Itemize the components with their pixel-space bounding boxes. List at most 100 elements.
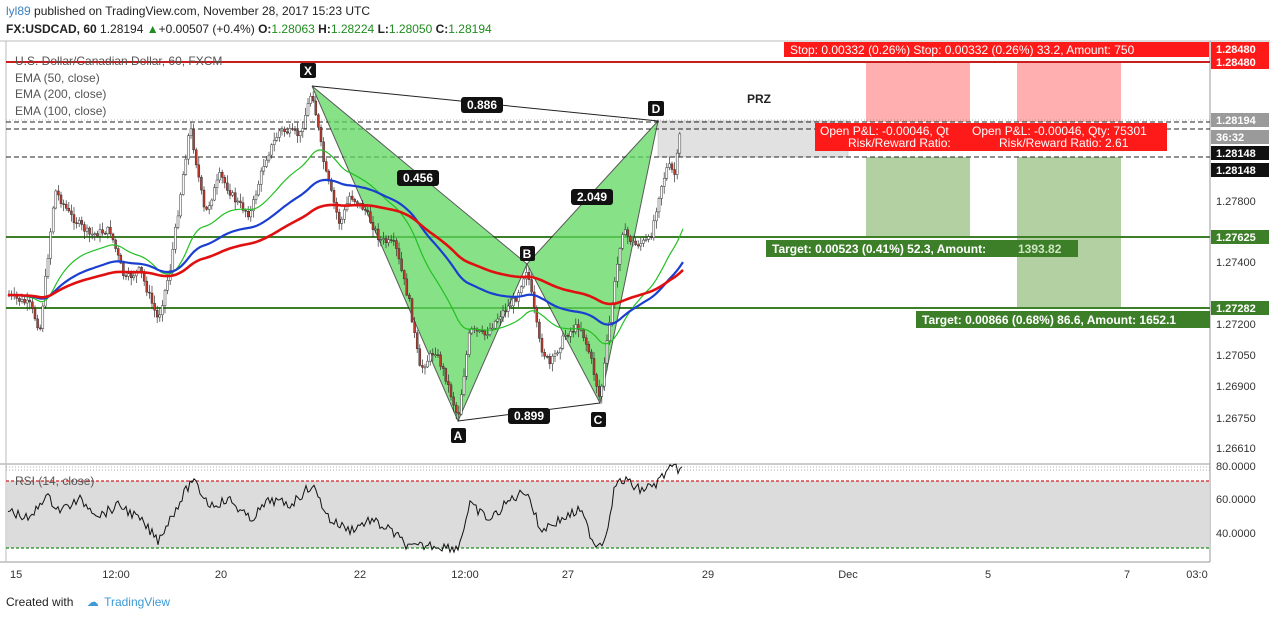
candle-body	[127, 273, 130, 277]
candle-body	[257, 184, 260, 196]
candle-body	[439, 354, 442, 367]
candle-body	[252, 199, 255, 212]
price-change: +0.00507 (+0.4%)	[158, 22, 255, 36]
point-b-label: B	[520, 246, 535, 261]
candle-body	[597, 385, 601, 397]
candle-body	[124, 275, 128, 277]
candle-body	[265, 159, 268, 167]
candle-body	[616, 264, 619, 282]
candle-body	[33, 308, 37, 320]
price-marker-box	[1211, 130, 1269, 144]
candle-body	[478, 330, 481, 332]
candle-body	[298, 131, 302, 137]
candle-body	[405, 278, 409, 296]
svg-text:Risk/Reward Ratio:: Risk/Reward Ratio:	[848, 136, 951, 150]
candle-body	[655, 211, 658, 222]
candle-body	[194, 149, 198, 166]
candle-body	[538, 321, 541, 339]
candle-body	[353, 199, 357, 202]
rsi-legend[interactable]: RSI (14, close)	[15, 474, 95, 488]
candle-body	[96, 233, 99, 237]
candle-body	[413, 321, 416, 333]
time-tick-label: 12:00	[451, 569, 479, 581]
ema100-legend[interactable]: EMA (100, close)	[15, 104, 107, 118]
candle-body	[644, 239, 648, 241]
candle-body	[93, 233, 97, 235]
candle-body	[652, 220, 656, 238]
svg-text:Open P&L: -0.00046, Qty: 75301: Open P&L: -0.00046, Qty: 75301	[972, 124, 1147, 138]
ema200-legend[interactable]: EMA (200, close)	[15, 87, 107, 101]
candle-body	[262, 166, 266, 172]
candle-body	[561, 335, 565, 349]
candle-body	[558, 348, 562, 354]
svg-text:B: B	[523, 247, 532, 261]
candle-body	[428, 353, 432, 362]
candle-body	[44, 275, 47, 307]
candle-body	[366, 210, 370, 212]
symbol-name[interactable]: FX:USDCAD, 60	[6, 22, 97, 36]
time-tick-label: 15	[10, 569, 22, 581]
price-marker-box	[1211, 163, 1269, 177]
candle-body	[387, 239, 390, 243]
ema50-line	[7, 149, 684, 345]
price-tick-label: 1.27400	[1216, 257, 1256, 269]
candle-body	[545, 356, 549, 358]
candle-body	[119, 254, 123, 264]
candle-body	[158, 314, 162, 318]
candle-body	[421, 365, 424, 368]
candle-body	[85, 227, 89, 232]
candle-body	[220, 172, 224, 178]
candle-body	[314, 100, 318, 116]
candle-body	[174, 227, 177, 250]
candle-body	[90, 233, 94, 236]
candle-body	[213, 187, 216, 201]
up-arrow-icon: ▲	[146, 22, 159, 36]
pattern-bcd-triangle	[526, 119, 659, 405]
candle-body	[642, 239, 645, 244]
candle-body	[543, 351, 546, 357]
candle-body	[285, 131, 289, 134]
candle-body	[304, 115, 307, 129]
candle-body	[551, 355, 554, 365]
candle-body	[210, 199, 214, 206]
close-label: C:	[435, 22, 449, 36]
candle-body	[296, 130, 299, 137]
svg-text:D: D	[652, 102, 661, 116]
candle-body	[41, 305, 45, 329]
price-tick-label: 1.26610	[1216, 443, 1256, 455]
tradingview-brand[interactable]: TradingView	[104, 595, 171, 609]
candle-body	[145, 280, 149, 293]
price-marker-label: 1.28148	[1216, 165, 1256, 177]
candle-body	[595, 374, 598, 387]
price-tick-label: 1.27050	[1216, 350, 1256, 362]
candle-body	[192, 128, 195, 151]
candle-body	[101, 229, 104, 234]
candle-body	[142, 272, 146, 282]
candle-body	[675, 152, 679, 175]
price-marker-box	[1211, 301, 1269, 315]
candle-body	[371, 222, 375, 230]
candle-body	[499, 316, 502, 320]
candle-body	[434, 354, 437, 356]
published-text: published on TradingView.com, November 2…	[34, 4, 371, 18]
candle-body	[109, 226, 112, 235]
candle-body	[67, 208, 71, 212]
candle-body	[460, 394, 463, 415]
candle-body	[491, 327, 494, 330]
author-link[interactable]: lyl89	[6, 4, 31, 18]
candle-body	[184, 158, 188, 175]
candle-body	[189, 128, 193, 136]
open-label: O:	[258, 22, 272, 36]
price-tick-label: 1.26750	[1216, 413, 1256, 425]
ema50-legend[interactable]: EMA (50, close)	[15, 71, 100, 85]
candle-body	[444, 368, 448, 382]
candle-body	[623, 229, 627, 235]
candle-body	[509, 305, 513, 308]
candle-body	[106, 226, 110, 235]
tradingview-logo-icon[interactable]: ☁	[86, 595, 99, 609]
candle-body	[603, 362, 606, 387]
candle-body	[668, 163, 671, 168]
candle-body	[283, 128, 286, 132]
candle-body	[332, 190, 336, 203]
